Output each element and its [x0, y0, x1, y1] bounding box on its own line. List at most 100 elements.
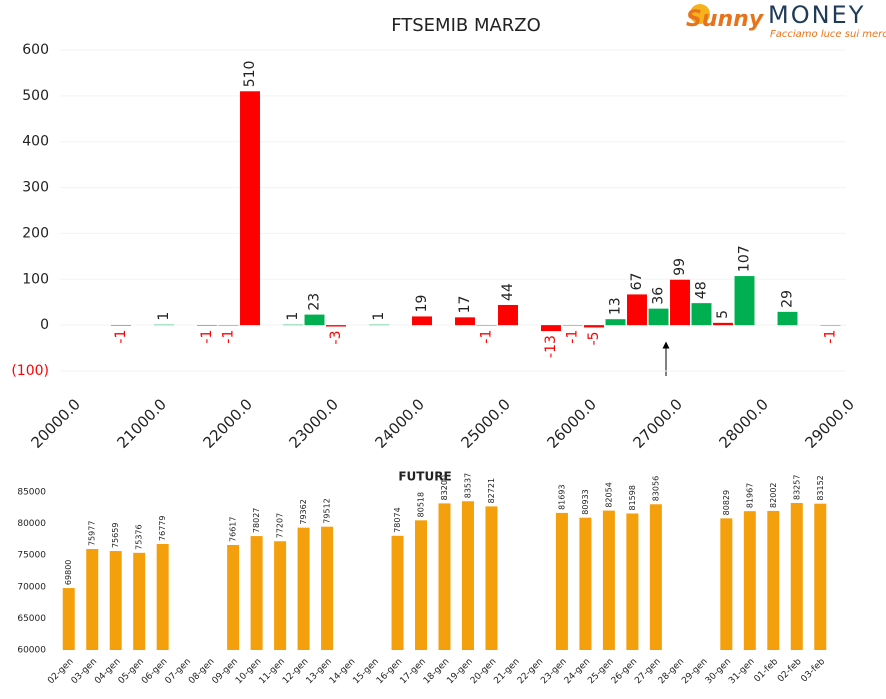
value-label: 81693 — [557, 484, 566, 509]
value-label: 75977 — [88, 521, 97, 546]
value-label: 23 — [307, 293, 323, 311]
value-label: 83152 — [816, 475, 825, 500]
value-label: 36 — [651, 287, 667, 305]
bar — [670, 279, 690, 326]
bar — [321, 526, 334, 650]
bar — [626, 513, 639, 650]
x-tick-label: 28000.0 — [715, 395, 772, 452]
y-tick-label: 400 — [22, 134, 49, 150]
y-tick-label: 500 — [22, 88, 49, 104]
y-tick-label: 70000 — [17, 582, 46, 592]
value-label: 44 — [500, 283, 516, 301]
bar — [391, 535, 404, 650]
bar — [648, 308, 669, 326]
value-label: 510 — [242, 61, 258, 88]
x-tick-label: 22000.0 — [199, 395, 256, 452]
x-tick-label: 20000.0 — [27, 395, 84, 452]
value-label: 19 — [414, 295, 430, 313]
x-tick-label: 26000.0 — [543, 395, 600, 452]
value-label: -1 — [823, 330, 839, 344]
y-tick-label: 0 — [40, 317, 49, 333]
x-tick-label: 03-feb — [799, 657, 827, 685]
bar — [415, 520, 428, 650]
value-label: 82002 — [769, 482, 778, 507]
bar — [584, 325, 604, 328]
bar — [734, 276, 755, 326]
value-label: 78027 — [252, 508, 261, 533]
x-tick-label: 25000.0 — [457, 395, 514, 452]
value-label: 1 — [371, 312, 387, 321]
x-tick-label: 27000.0 — [629, 395, 686, 452]
bar — [240, 91, 260, 326]
bar — [109, 551, 122, 650]
logo-name: MONEY — [768, 1, 865, 29]
bar — [156, 543, 169, 650]
value-label: 77207 — [276, 513, 285, 538]
y-tick-label: 100 — [22, 271, 49, 287]
y-tick-label: 600 — [22, 42, 49, 58]
logo-brand: Sunny — [686, 7, 765, 32]
bar — [767, 510, 780, 650]
value-label: 79362 — [299, 499, 308, 524]
value-label: -13 — [543, 335, 559, 358]
value-label: -5 — [586, 331, 602, 345]
value-label: 75659 — [111, 523, 120, 548]
bar — [297, 527, 310, 650]
bar — [555, 512, 568, 650]
bar — [790, 503, 803, 650]
bar — [326, 325, 346, 327]
x-tick-label: 21000.0 — [113, 395, 170, 452]
y-tick-label: 65000 — [17, 614, 46, 624]
bar — [814, 503, 827, 650]
y-tick-label: 85000 — [17, 488, 46, 498]
value-label: 13 — [608, 297, 624, 315]
bar — [455, 317, 475, 326]
value-label: 80829 — [722, 490, 731, 515]
chart-title: FTSEMIB MARZO — [391, 15, 541, 36]
value-label: 75376 — [135, 524, 144, 549]
value-label: 29 — [780, 290, 796, 308]
bar — [250, 536, 263, 650]
value-label: 82054 — [604, 482, 613, 507]
x-tick-label: 23000.0 — [285, 395, 342, 452]
value-label: 83200 — [440, 475, 449, 500]
y-tick-label: 300 — [22, 180, 49, 196]
value-label: 99 — [672, 258, 688, 276]
bar — [62, 588, 75, 650]
bar — [412, 316, 432, 326]
bar — [720, 518, 733, 650]
bar — [438, 503, 451, 650]
y-tick-label: 75000 — [17, 551, 46, 561]
bar — [498, 304, 518, 326]
value-label: 81598 — [628, 485, 637, 510]
bar — [274, 541, 287, 650]
x-tick-label: 01-feb — [753, 657, 781, 685]
x-tick-label: 24000.0 — [371, 395, 428, 452]
bar — [541, 325, 561, 332]
chart-title: FUTURE — [398, 470, 451, 484]
bar — [713, 322, 733, 326]
value-label: 107 — [737, 245, 753, 272]
value-label: -3 — [328, 331, 344, 345]
logo-tagline: Facciamo luce sui mercati — [770, 29, 886, 40]
value-label: 80933 — [581, 489, 590, 514]
bar — [627, 294, 647, 326]
x-tick-label: 29000.0 — [801, 395, 858, 452]
bar — [602, 510, 615, 650]
value-label: -1 — [565, 330, 581, 344]
bar — [304, 314, 325, 326]
bar — [485, 506, 498, 650]
value-label: 76779 — [158, 516, 167, 541]
value-label: 83056 — [651, 476, 660, 501]
bar — [461, 501, 474, 650]
y-tick-label: 200 — [22, 225, 49, 241]
value-label: 79512 — [323, 498, 332, 523]
value-label: -1 — [221, 330, 237, 344]
value-label: 48 — [694, 281, 710, 299]
value-label: -1 — [199, 330, 215, 344]
bar — [743, 511, 756, 650]
value-label: 78074 — [393, 507, 402, 532]
x-tick-label: 31-gen — [727, 657, 756, 686]
bar — [86, 549, 99, 650]
